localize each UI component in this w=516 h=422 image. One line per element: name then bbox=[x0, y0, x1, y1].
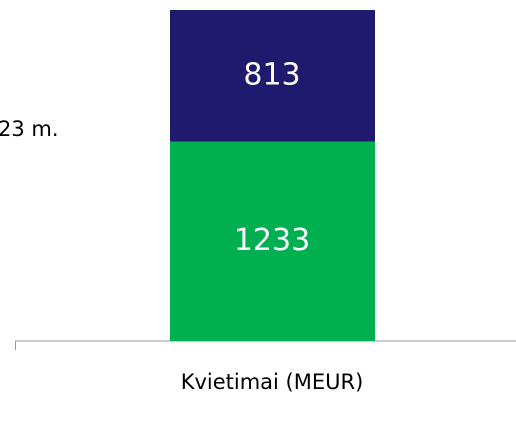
data-label: 1233 bbox=[234, 223, 310, 258]
legend-label: 23 m. bbox=[0, 117, 59, 141]
bar-segment bbox=[170, 141, 375, 341]
bar-segment bbox=[170, 10, 375, 142]
data-label: 813 bbox=[243, 57, 300, 92]
x-tick-label: Kvietimai (MEUR) bbox=[181, 370, 364, 394]
